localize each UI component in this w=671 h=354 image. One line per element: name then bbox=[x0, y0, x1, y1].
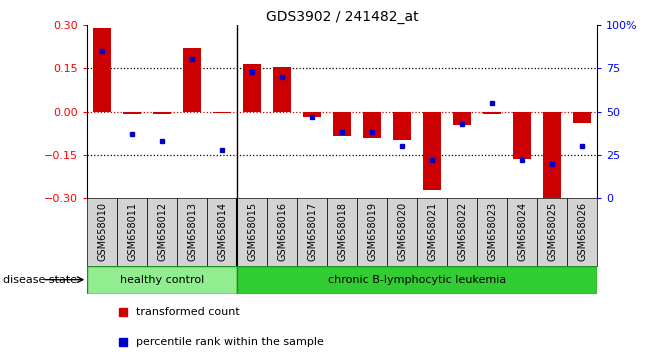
Bar bbox=[327, 198, 357, 266]
Bar bbox=[267, 198, 297, 266]
Text: chronic B-lymphocytic leukemia: chronic B-lymphocytic leukemia bbox=[328, 275, 507, 285]
Bar bbox=[297, 198, 327, 266]
Text: GSM658019: GSM658019 bbox=[367, 202, 377, 261]
Bar bbox=[393, 112, 411, 141]
Text: GSM658011: GSM658011 bbox=[127, 202, 138, 261]
Bar bbox=[423, 112, 442, 190]
Bar bbox=[207, 198, 238, 266]
Text: GSM658025: GSM658025 bbox=[547, 202, 557, 261]
Bar bbox=[153, 112, 171, 114]
Bar bbox=[477, 198, 507, 266]
Bar bbox=[513, 112, 531, 159]
Text: percentile rank within the sample: percentile rank within the sample bbox=[136, 337, 323, 347]
Bar bbox=[238, 266, 597, 294]
Text: GSM658024: GSM658024 bbox=[517, 202, 527, 261]
Text: transformed count: transformed count bbox=[136, 307, 240, 317]
Text: GSM658021: GSM658021 bbox=[427, 202, 437, 261]
Bar bbox=[363, 112, 381, 137]
Bar bbox=[333, 112, 351, 136]
Bar bbox=[357, 198, 387, 266]
Bar bbox=[387, 198, 417, 266]
Bar bbox=[177, 198, 207, 266]
Title: GDS3902 / 241482_at: GDS3902 / 241482_at bbox=[266, 10, 419, 24]
Text: disease state: disease state bbox=[3, 275, 77, 285]
Text: GSM658026: GSM658026 bbox=[577, 202, 587, 261]
Bar bbox=[273, 67, 291, 112]
Bar bbox=[243, 64, 261, 112]
Text: GSM658022: GSM658022 bbox=[457, 202, 467, 261]
Bar bbox=[453, 112, 471, 125]
Text: GSM658017: GSM658017 bbox=[307, 202, 317, 261]
Bar bbox=[417, 198, 447, 266]
Bar bbox=[537, 198, 567, 266]
Bar bbox=[238, 198, 267, 266]
Bar bbox=[117, 198, 147, 266]
Bar bbox=[573, 112, 591, 123]
Text: GSM658018: GSM658018 bbox=[338, 202, 347, 261]
Text: GSM658023: GSM658023 bbox=[487, 202, 497, 261]
Bar bbox=[123, 112, 141, 114]
Bar bbox=[483, 112, 501, 114]
Text: GSM658013: GSM658013 bbox=[187, 202, 197, 261]
Bar bbox=[303, 112, 321, 117]
Text: GSM658012: GSM658012 bbox=[157, 202, 167, 261]
Bar bbox=[87, 266, 238, 294]
Text: GSM658020: GSM658020 bbox=[397, 202, 407, 261]
Text: GSM658015: GSM658015 bbox=[247, 202, 257, 261]
Bar bbox=[213, 112, 231, 113]
Bar bbox=[87, 198, 117, 266]
Text: GSM658014: GSM658014 bbox=[217, 202, 227, 261]
Bar bbox=[507, 198, 537, 266]
Bar bbox=[567, 198, 597, 266]
Bar bbox=[93, 28, 111, 112]
Text: GSM658016: GSM658016 bbox=[277, 202, 287, 261]
Text: healthy control: healthy control bbox=[120, 275, 205, 285]
Bar bbox=[544, 112, 561, 198]
Text: GSM658010: GSM658010 bbox=[97, 202, 107, 261]
Bar bbox=[447, 198, 477, 266]
Bar bbox=[183, 48, 201, 112]
Bar bbox=[147, 198, 177, 266]
